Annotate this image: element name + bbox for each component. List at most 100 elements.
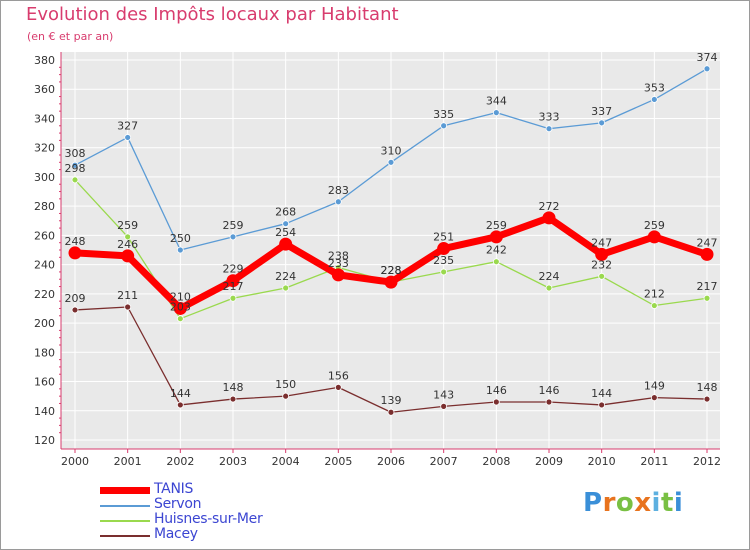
data-point-servon bbox=[124, 134, 132, 141]
data-point-huisnes-sur-mer bbox=[440, 268, 448, 276]
data-point-macey bbox=[703, 395, 711, 403]
data-point-servon bbox=[334, 198, 342, 206]
data-label-macey: 146 bbox=[486, 384, 507, 397]
data-point-tanis bbox=[173, 301, 187, 315]
data-point-servon bbox=[387, 158, 395, 166]
data-label-huisnes-sur-mer: 235 bbox=[433, 254, 454, 267]
chart-subtitle: (en € et par an) bbox=[27, 30, 114, 43]
data-label-macey: 139 bbox=[381, 394, 402, 407]
y-tick-label: 320 bbox=[34, 142, 55, 155]
data-point-servon bbox=[545, 125, 553, 133]
data-label-huisnes-sur-mer: 203 bbox=[170, 301, 191, 314]
y-tick-label: 360 bbox=[34, 83, 55, 96]
y-tick-label: 140 bbox=[34, 405, 55, 418]
data-point-tanis bbox=[68, 246, 82, 260]
legend-label-huisnes: Huisnes-sur-Mer bbox=[154, 511, 263, 527]
logo-letter: P bbox=[583, 488, 603, 518]
x-tick-label: 2008 bbox=[482, 455, 510, 468]
data-point-tanis bbox=[595, 247, 609, 261]
x-tick-label: 2004 bbox=[272, 455, 300, 468]
data-point-tanis bbox=[437, 242, 451, 256]
data-point-macey bbox=[650, 394, 658, 402]
data-point-macey bbox=[492, 398, 500, 406]
y-tick-label: 160 bbox=[34, 376, 55, 389]
y-tick-label: 260 bbox=[34, 229, 55, 242]
data-point-tanis bbox=[700, 247, 714, 261]
data-label-tanis: 247 bbox=[697, 236, 718, 249]
data-point-tanis bbox=[542, 211, 556, 225]
data-label-servon: 353 bbox=[644, 81, 665, 94]
y-tick-label: 220 bbox=[34, 288, 55, 301]
data-label-servon: 335 bbox=[433, 108, 454, 121]
data-point-huisnes-sur-mer bbox=[176, 315, 184, 323]
data-label-servon: 259 bbox=[223, 219, 244, 232]
axis-layer: 120 140 160 180 200 220 240 260 280 300 320 340 360 3… bbox=[34, 52, 721, 468]
y-tick-label: 280 bbox=[34, 200, 55, 213]
data-point-servon bbox=[492, 109, 500, 117]
data-point-macey bbox=[229, 395, 237, 403]
data-label-macey: 211 bbox=[117, 289, 138, 302]
data-label-huisnes-sur-mer: 259 bbox=[117, 219, 138, 232]
x-tick-label: 2007 bbox=[430, 455, 458, 468]
logo-letter: i bbox=[651, 488, 661, 518]
data-label-servon: 327 bbox=[117, 119, 138, 132]
legend-swatch-huisnes bbox=[100, 520, 150, 522]
x-tick-label: 2006 bbox=[377, 455, 405, 468]
x-tick-label: 2011 bbox=[640, 455, 668, 468]
y-tick-label: 240 bbox=[34, 259, 55, 272]
x-tick-label: 2005 bbox=[324, 455, 352, 468]
data-label-macey: 144 bbox=[170, 387, 191, 400]
proxiti-logo: Proxiti bbox=[583, 488, 683, 518]
data-point-macey bbox=[176, 401, 184, 409]
data-point-macey bbox=[440, 402, 448, 410]
legend-label-tanis: TANIS bbox=[154, 481, 194, 497]
x-tick-label: 2000 bbox=[61, 455, 89, 468]
data-point-macey bbox=[71, 306, 79, 314]
data-point-servon bbox=[650, 96, 658, 103]
data-point-huisnes-sur-mer bbox=[650, 302, 658, 309]
data-label-servon: 333 bbox=[539, 111, 560, 124]
y-tick-label: 180 bbox=[34, 346, 55, 359]
legend-label-macey: Macey bbox=[154, 526, 198, 542]
logo-letter: o bbox=[615, 488, 635, 518]
data-label-servon: 268 bbox=[275, 206, 296, 219]
data-label-servon: 283 bbox=[328, 184, 349, 197]
legend-swatch-servon bbox=[100, 505, 150, 507]
data-label-huisnes-sur-mer: 217 bbox=[223, 280, 244, 293]
data-point-tanis bbox=[331, 268, 345, 282]
y-tick-label: 380 bbox=[34, 54, 55, 67]
x-tick-label: 2001 bbox=[114, 455, 142, 468]
data-point-tanis bbox=[121, 249, 135, 263]
data-point-servon bbox=[703, 65, 711, 73]
data-label-huisnes-sur-mer: 232 bbox=[591, 258, 612, 271]
data-point-servon bbox=[282, 220, 290, 228]
data-label-macey: 148 bbox=[223, 381, 244, 394]
y-tick-label: 200 bbox=[34, 317, 55, 330]
data-label-macey: 209 bbox=[65, 292, 86, 305]
data-point-huisnes-sur-mer bbox=[598, 272, 606, 280]
x-tick-label: 2010 bbox=[588, 455, 616, 468]
data-point-huisnes-sur-mer bbox=[703, 294, 711, 302]
data-label-tanis: 210 bbox=[170, 290, 191, 303]
data-label-tanis: 251 bbox=[433, 231, 454, 244]
data-point-huisnes-sur-mer bbox=[492, 258, 500, 266]
data-point-tanis bbox=[489, 230, 503, 244]
data-point-huisnes-sur-mer bbox=[545, 284, 553, 292]
data-label-tanis: 228 bbox=[381, 264, 402, 277]
data-point-tanis bbox=[647, 230, 661, 244]
x-tick-label: 2012 bbox=[693, 455, 721, 468]
data-label-huisnes-sur-mer: 298 bbox=[65, 162, 86, 175]
chart-title: Evolution des Impôts locaux par Habitant bbox=[26, 4, 399, 25]
data-label-huisnes-sur-mer: 224 bbox=[275, 270, 296, 283]
logo-letter: t bbox=[660, 488, 674, 518]
data-point-tanis bbox=[226, 274, 240, 288]
data-label-tanis: 259 bbox=[644, 219, 665, 232]
logo-letter: x bbox=[634, 488, 652, 518]
data-point-huisnes-sur-mer bbox=[229, 294, 237, 302]
data-label-tanis: 246 bbox=[117, 238, 138, 251]
data-label-tanis: 272 bbox=[539, 200, 560, 213]
data-label-layer: 248 246 210 229 254 233 228 251 259 272 247 259 247 3… bbox=[65, 51, 718, 407]
data-point-huisnes-sur-mer bbox=[282, 284, 290, 292]
data-label-macey: 150 bbox=[275, 378, 296, 391]
